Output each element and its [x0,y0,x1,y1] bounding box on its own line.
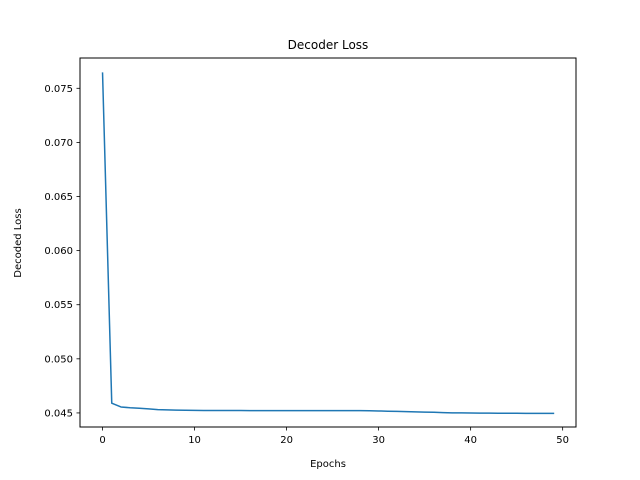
x-tick-label: 0 [99,435,105,446]
x-tick-label: 30 [372,435,385,446]
series-line-0 [101,72,555,415]
y-tick-label: 0.070 [44,138,73,149]
x-axis-ticks: 0 10 20 30 40 50 [99,427,569,446]
y-tick-label: 0.075 [44,84,73,95]
plot-area [101,72,555,415]
y-axis-label: Decoded Loss [13,208,24,277]
chart-title: Decoder Loss [288,38,369,52]
x-tick-label: 10 [188,435,201,446]
axes-frame [79,57,577,428]
x-tick-label: 40 [464,435,477,446]
x-axis-label: Epochs [310,459,346,470]
y-tick-label: 0.050 [44,354,73,365]
y-tick-label: 0.060 [44,246,73,257]
y-tick-label: 0.045 [44,408,73,419]
y-tick-label: 0.065 [44,192,73,203]
x-tick-label: 50 [556,435,569,446]
y-tick-label: 0.055 [44,300,73,311]
x-tick-label: 20 [280,435,293,446]
y-axis-ticks: 0.045 0.050 0.055 0.060 0.065 0.070 0.075 [44,84,80,419]
